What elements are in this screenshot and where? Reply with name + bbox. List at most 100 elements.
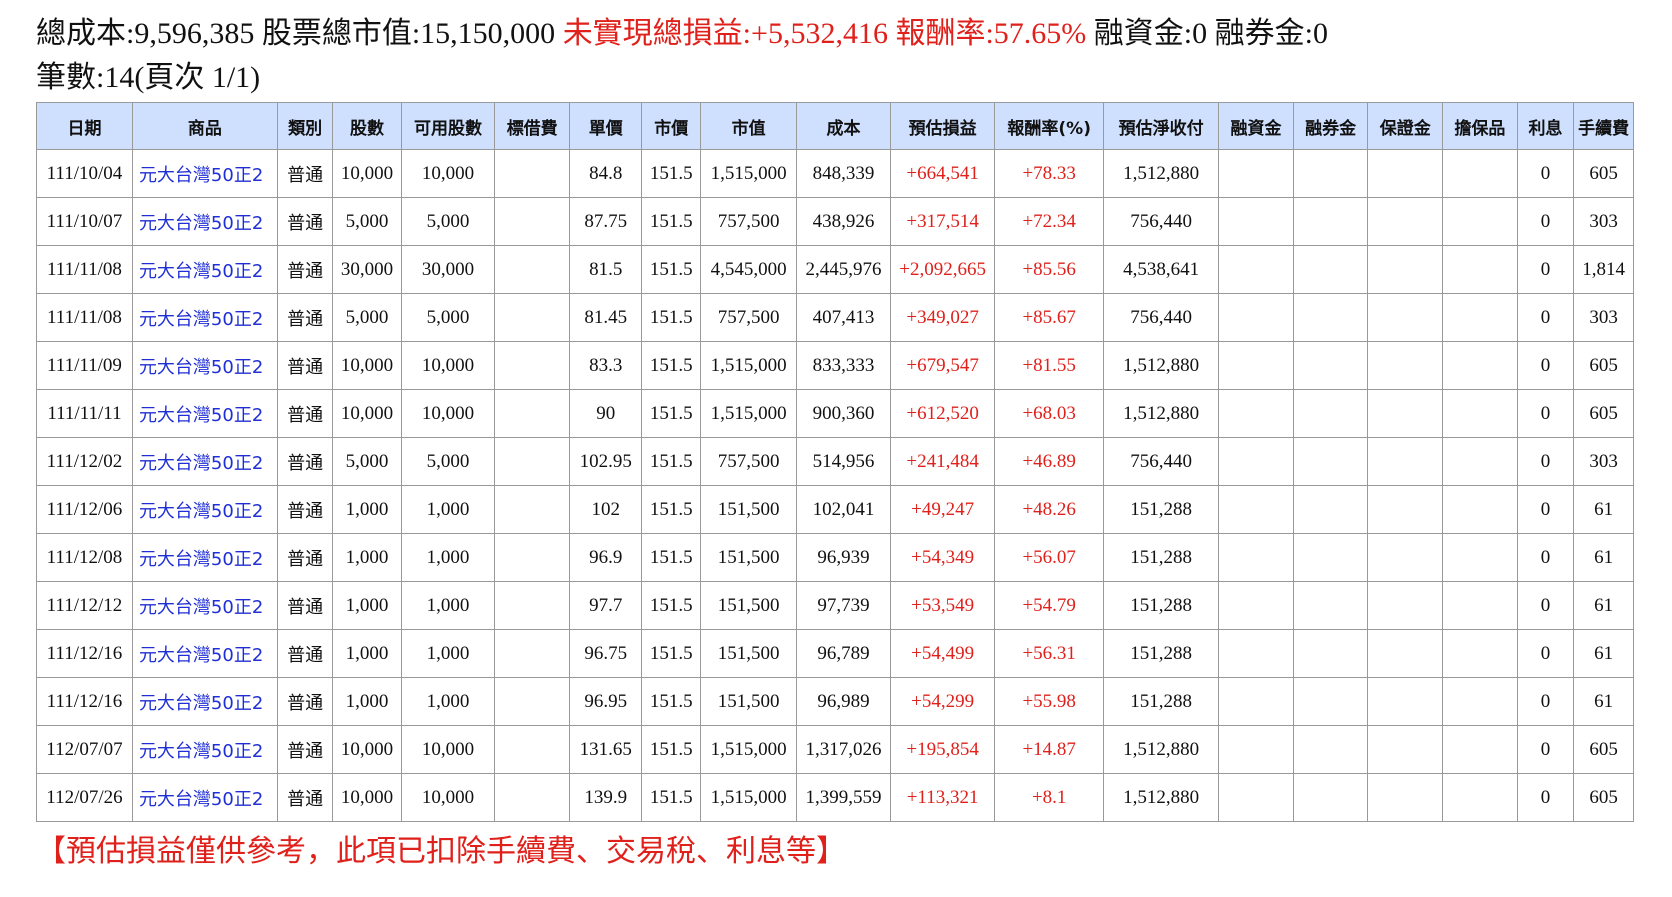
cell-product[interactable]: 元大台灣50正2 bbox=[131, 629, 278, 678]
cell-category: 普通 bbox=[276, 293, 334, 342]
column-header: 股數 bbox=[332, 102, 402, 150]
cell-product[interactable]: 元大台灣50正2 bbox=[131, 773, 278, 822]
cell-deposit bbox=[1367, 341, 1444, 390]
cell-available-shares: 1,000 bbox=[400, 629, 496, 678]
cell-shares: 5,000 bbox=[332, 197, 402, 246]
cell-market-value: 757,500 bbox=[700, 197, 798, 246]
cell-market-value: 1,515,000 bbox=[700, 341, 798, 390]
cell-product[interactable]: 元大台灣50正2 bbox=[131, 245, 278, 294]
cell-product[interactable]: 元大台灣50正2 bbox=[131, 677, 278, 726]
cell-cost: 514,956 bbox=[796, 437, 891, 486]
cell-date: 111/10/07 bbox=[36, 197, 133, 246]
cell-deposit bbox=[1367, 293, 1444, 342]
cell-collateral bbox=[1442, 533, 1518, 582]
cell-market-value: 757,500 bbox=[700, 437, 798, 486]
cell-collateral bbox=[1442, 581, 1518, 630]
cell-date: 111/11/09 bbox=[36, 341, 133, 390]
cell-category: 普通 bbox=[276, 629, 334, 678]
cell-interest: 0 bbox=[1516, 677, 1575, 726]
cell-borrow-fee bbox=[494, 437, 570, 486]
cell-interest: 0 bbox=[1516, 725, 1575, 774]
account-summary: 總成本:9,596,385 股票總市值:15,150,000 未實現總損益:+5… bbox=[36, 12, 1328, 100]
cell-unit-price: 131.65 bbox=[568, 725, 643, 774]
cell-market-price: 151.5 bbox=[641, 677, 702, 726]
cell-short-proceeds bbox=[1292, 485, 1369, 534]
cell-est-profit: +241,484 bbox=[889, 437, 996, 486]
cell-market-price: 151.5 bbox=[641, 389, 702, 438]
cell-fee: 605 bbox=[1573, 773, 1634, 822]
cell-return-rate: +85.67 bbox=[994, 293, 1105, 342]
table-header-row: 日期 商品 類別 股數 可用股數 標借費 單價 市價 市值 成本 預估損益 報酬率(%) 預估淨收付 融資… bbox=[36, 102, 1634, 150]
cell-market-price: 151.5 bbox=[641, 581, 702, 630]
cell-est-net-settlement: 1,512,880 bbox=[1103, 725, 1220, 774]
cell-return-rate: +72.34 bbox=[994, 197, 1105, 246]
cell-shares: 5,000 bbox=[332, 293, 402, 342]
cell-short-proceeds bbox=[1292, 149, 1369, 198]
cell-margin-loan bbox=[1218, 245, 1294, 294]
cell-margin-loan bbox=[1218, 437, 1294, 486]
cell-cost: 438,926 bbox=[796, 197, 891, 246]
table-row: 111/10/04 元大台灣50正2 普通 10,000 10,000 84.8 151.5… bbox=[36, 149, 1634, 198]
cell-margin-loan bbox=[1218, 149, 1294, 198]
cell-est-net-settlement: 1,512,880 bbox=[1103, 149, 1220, 198]
cell-est-profit: +54,299 bbox=[889, 677, 996, 726]
table-row: 112/07/07 元大台灣50正2 普通 10,000 10,000 131.65 151… bbox=[36, 725, 1634, 774]
cell-category: 普通 bbox=[276, 389, 334, 438]
cell-product[interactable]: 元大台灣50正2 bbox=[131, 389, 278, 438]
cell-market-value: 1,515,000 bbox=[700, 725, 798, 774]
cell-product[interactable]: 元大台灣50正2 bbox=[131, 485, 278, 534]
cell-product[interactable]: 元大台灣50正2 bbox=[131, 725, 278, 774]
cell-est-profit: +679,547 bbox=[889, 341, 996, 390]
cell-deposit bbox=[1367, 629, 1444, 678]
cell-product[interactable]: 元大台灣50正2 bbox=[131, 533, 278, 582]
cell-product[interactable]: 元大台灣50正2 bbox=[131, 341, 278, 390]
cell-deposit bbox=[1367, 773, 1444, 822]
cell-collateral bbox=[1442, 197, 1518, 246]
cell-est-profit: +113,321 bbox=[889, 773, 996, 822]
cell-cost: 102,041 bbox=[796, 485, 891, 534]
cell-available-shares: 1,000 bbox=[400, 485, 496, 534]
cell-est-profit: +612,520 bbox=[889, 389, 996, 438]
cell-market-value: 151,500 bbox=[700, 581, 798, 630]
column-header: 融資金 bbox=[1218, 102, 1294, 150]
cell-cost: 407,413 bbox=[796, 293, 891, 342]
cell-shares: 1,000 bbox=[332, 581, 402, 630]
column-header: 商品 bbox=[131, 102, 278, 150]
cell-shares: 30,000 bbox=[332, 245, 402, 294]
cell-collateral bbox=[1442, 293, 1518, 342]
cell-product[interactable]: 元大台灣50正2 bbox=[131, 197, 278, 246]
table-row: 111/11/09 元大台灣50正2 普通 10,000 10,000 83.3 151.5… bbox=[36, 341, 1634, 390]
cell-market-price: 151.5 bbox=[641, 725, 702, 774]
cell-product[interactable]: 元大台灣50正2 bbox=[131, 149, 278, 198]
cell-margin-loan bbox=[1218, 341, 1294, 390]
cell-product[interactable]: 元大台灣50正2 bbox=[131, 293, 278, 342]
cell-collateral bbox=[1442, 149, 1518, 198]
cell-fee: 61 bbox=[1573, 533, 1634, 582]
cell-margin-loan bbox=[1218, 293, 1294, 342]
cell-date: 111/12/08 bbox=[36, 533, 133, 582]
cell-fee: 605 bbox=[1573, 389, 1634, 438]
cell-est-net-settlement: 1,512,880 bbox=[1103, 773, 1220, 822]
table-row: 111/11/08 元大台灣50正2 普通 5,000 5,000 81.45 151.5 7… bbox=[36, 293, 1634, 342]
cell-cost: 1,399,559 bbox=[796, 773, 891, 822]
summary-line-1: 總成本:9,596,385 股票總市值:15,150,000 未實現總損益:+5… bbox=[36, 12, 1328, 56]
cell-short-proceeds bbox=[1292, 245, 1369, 294]
cell-market-price: 151.5 bbox=[641, 533, 702, 582]
cell-product[interactable]: 元大台灣50正2 bbox=[131, 437, 278, 486]
cell-product[interactable]: 元大台灣50正2 bbox=[131, 581, 278, 630]
cell-short-proceeds bbox=[1292, 725, 1369, 774]
cell-available-shares: 10,000 bbox=[400, 341, 496, 390]
cell-date: 111/11/11 bbox=[36, 389, 133, 438]
cell-available-shares: 5,000 bbox=[400, 293, 496, 342]
cell-market-price: 151.5 bbox=[641, 293, 702, 342]
table-body: 111/10/04 元大台灣50正2 普通 10,000 10,000 84.8 151.5… bbox=[36, 149, 1634, 822]
cell-est-profit: +349,027 bbox=[889, 293, 996, 342]
cell-margin-loan bbox=[1218, 485, 1294, 534]
column-header: 報酬率(%) bbox=[994, 102, 1105, 150]
cell-est-net-settlement: 4,538,641 bbox=[1103, 245, 1220, 294]
cell-short-proceeds bbox=[1292, 677, 1369, 726]
cell-shares: 1,000 bbox=[332, 677, 402, 726]
cell-margin-loan bbox=[1218, 677, 1294, 726]
cell-est-profit: +54,499 bbox=[889, 629, 996, 678]
cell-date: 112/07/26 bbox=[36, 773, 133, 822]
